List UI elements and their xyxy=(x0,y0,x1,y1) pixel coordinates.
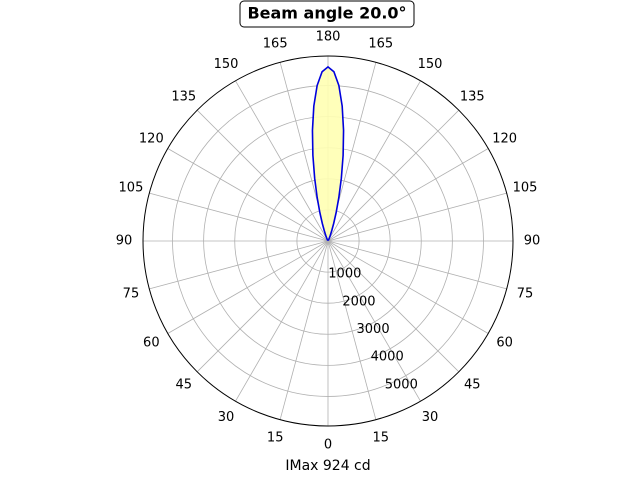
beam-line xyxy=(311,65,345,242)
theta-tick-label: 15 xyxy=(267,431,284,446)
theta-tick-label: 120 xyxy=(139,132,164,147)
theta-tick-label: 135 xyxy=(460,89,485,104)
beam-area xyxy=(312,66,344,241)
grid-spoke xyxy=(149,192,329,242)
chart-title: Beam angle 20.0° xyxy=(247,4,406,23)
grid-spoke xyxy=(327,240,421,402)
theta-tick-label: 150 xyxy=(418,57,443,72)
theta-tick-label: 90 xyxy=(524,234,541,249)
theta-tick-label: 150 xyxy=(214,57,239,72)
grid-spoke xyxy=(235,240,329,402)
grid-spoke xyxy=(196,240,329,373)
theta-tick-label: 135 xyxy=(171,89,196,104)
r-tick-label: 2000 xyxy=(342,294,375,309)
grid-spoke xyxy=(327,192,507,242)
theta-tick-label: 45 xyxy=(464,378,481,393)
r-tick-label: 1000 xyxy=(328,267,361,282)
theta-tick-label: 180 xyxy=(316,30,341,45)
grid-spoke xyxy=(167,148,329,242)
grid-spoke xyxy=(327,240,507,290)
grid-spoke xyxy=(235,80,329,242)
theta-tick-label: 75 xyxy=(123,286,140,301)
grid-spoke xyxy=(327,148,489,242)
theta-tick-label: 30 xyxy=(218,410,235,425)
grid-spoke xyxy=(327,109,460,242)
grid-spoke xyxy=(279,240,329,420)
theta-tick-label: 60 xyxy=(496,336,513,351)
grid-spoke xyxy=(167,240,329,334)
theta-tick-label: 45 xyxy=(175,378,192,393)
theta-tick-label: 120 xyxy=(492,132,517,147)
theta-tick-label: 60 xyxy=(143,336,160,351)
theta-tick-label: 105 xyxy=(513,181,538,196)
grid-spoke xyxy=(327,240,377,420)
outer-circle xyxy=(142,55,514,427)
theta-tick-label: 0 xyxy=(324,438,332,453)
r-tick-label: 3000 xyxy=(357,322,390,337)
theta-tick-label: 90 xyxy=(116,234,133,249)
title-box xyxy=(239,0,415,28)
grid-spoke xyxy=(149,240,329,290)
grid-spoke xyxy=(327,240,460,373)
theta-tick-label: 165 xyxy=(263,36,288,51)
theta-tick-label: 105 xyxy=(119,181,144,196)
r-tick-label: 4000 xyxy=(371,350,404,365)
theta-tick-label: 15 xyxy=(373,431,390,446)
theta-tick-label: 75 xyxy=(517,286,534,301)
x-axis-label: IMax 924 cd xyxy=(285,458,370,474)
grid-spoke xyxy=(196,109,329,242)
r-tick-label: 5000 xyxy=(385,377,418,392)
theta-tick-label: 165 xyxy=(368,36,393,51)
theta-tick-label: 30 xyxy=(422,410,439,425)
grid-spoke xyxy=(327,240,489,334)
grid-spoke xyxy=(327,80,421,242)
